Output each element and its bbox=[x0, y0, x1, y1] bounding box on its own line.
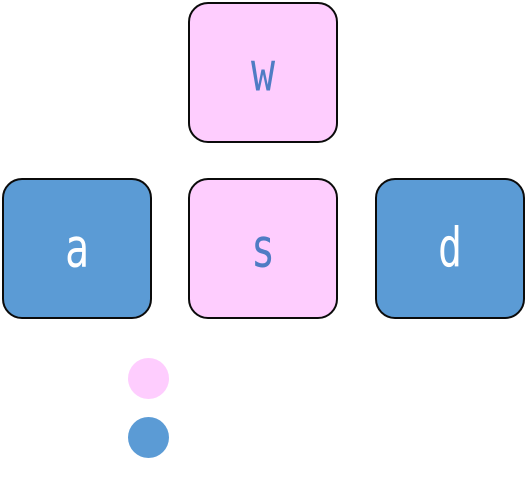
key-w[interactable]: w bbox=[188, 2, 338, 143]
legend-dot-pressed bbox=[128, 358, 169, 399]
key-a[interactable]: a bbox=[2, 178, 152, 319]
key-d[interactable]: d bbox=[375, 178, 525, 319]
key-s-label: s bbox=[250, 217, 276, 280]
key-w-label: w bbox=[250, 41, 276, 104]
legend-dot-released bbox=[128, 417, 169, 458]
key-d-label: d bbox=[437, 217, 463, 280]
key-s[interactable]: s bbox=[188, 178, 338, 319]
key-a-label: a bbox=[64, 217, 90, 280]
